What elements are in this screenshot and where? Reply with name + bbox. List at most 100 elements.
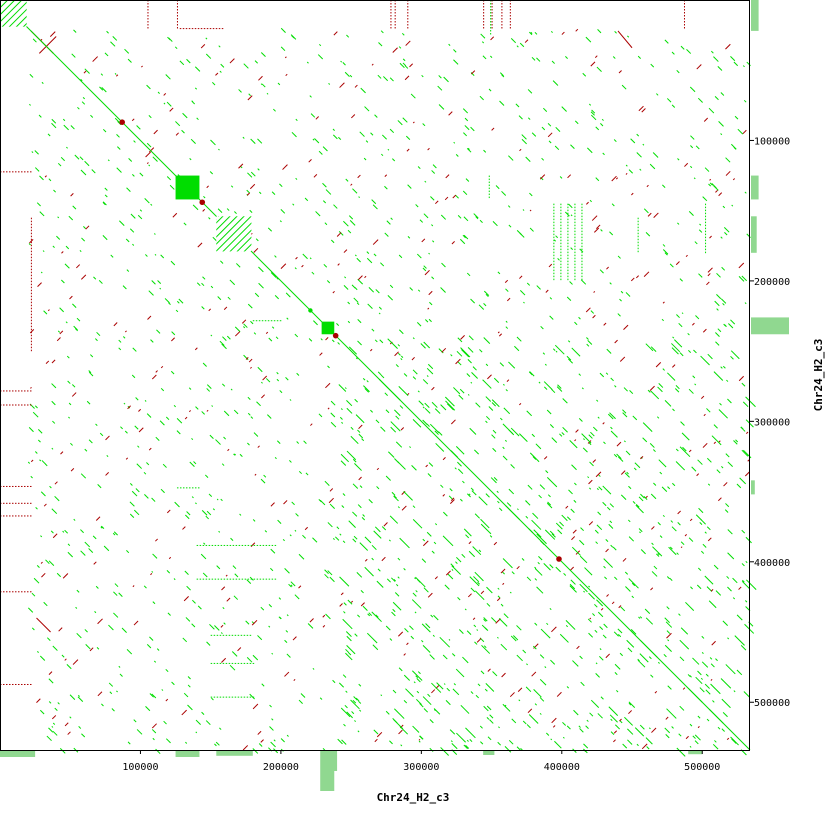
match-fragment-79 — [327, 522, 333, 528]
match-fragment-1098 — [628, 702, 632, 706]
match-fragment-1346 — [377, 568, 381, 572]
match-fragment-912 — [587, 476, 590, 479]
match-fragment-1053 — [295, 177, 298, 180]
horizontal-band-11-dot — [202, 578, 205, 580]
match-fragment-437 — [609, 231, 614, 236]
match-fragment-781 — [497, 500, 500, 504]
horizontal-band-3-dot — [18, 485, 20, 487]
vertical-band-14-dot — [567, 230, 569, 233]
match-fragment-772 — [211, 81, 216, 86]
horizontal-band-9-dot — [194, 28, 197, 30]
match-fragment-1252 — [113, 531, 118, 536]
match-fragment-2108 — [708, 600, 717, 609]
vertical-band-18-dot — [705, 236, 707, 239]
match-fragment-395 — [247, 396, 251, 400]
match-fragment-549 — [364, 106, 370, 112]
match-fragment-2043 — [528, 714, 539, 724]
match-fragment-108 — [125, 238, 130, 243]
horizontal-band-6-dot — [15, 591, 17, 593]
match-fragment-1455 — [280, 263, 287, 269]
match-fragment-2071 — [550, 738, 553, 741]
match-fragment-1849 — [491, 399, 500, 408]
match-fragment-111 — [468, 335, 474, 341]
match-fragment-2068 — [726, 575, 730, 579]
match-fragment-1399 — [559, 433, 563, 437]
match-fragment-222 — [443, 76, 449, 83]
match-fragment-1119 — [231, 651, 238, 657]
match-fragment-877 — [111, 708, 115, 712]
match-fragment-1901 — [426, 367, 434, 375]
match-fragment-999 — [286, 614, 289, 617]
match-fragment-458 — [136, 729, 143, 735]
match-fragment-1381 — [165, 416, 170, 421]
vertical-band-14-dot — [567, 275, 569, 278]
match-fragment-1341 — [644, 608, 651, 614]
vertical-band-16-dot — [581, 239, 583, 242]
match-fragment-1894 — [695, 676, 703, 685]
match-fragment-522 — [68, 416, 71, 419]
horizontal-band-10-dot — [223, 544, 226, 546]
match-fragment-2005 — [343, 602, 347, 606]
match-fragment-648 — [497, 595, 501, 599]
match-fragment-1330 — [597, 511, 602, 516]
match-fragment-1601 — [284, 56, 287, 59]
match-fragment-676 — [173, 578, 176, 581]
match-fragment-1385 — [602, 634, 607, 639]
match-fragment-187 — [233, 409, 239, 415]
match-fragment-1107 — [659, 471, 663, 475]
match-fragment-848 — [127, 58, 132, 63]
match-fragment-1872 — [667, 639, 670, 642]
match-fragment-1893 — [491, 617, 497, 623]
match-fragment-1347 — [700, 677, 703, 680]
match-fragment-2097 — [539, 678, 547, 686]
vertical-band-2-dot — [390, 18, 392, 20]
match-fragment-83 — [139, 209, 143, 212]
match-fragment-2006 — [536, 533, 547, 545]
match-fragment-1583 — [641, 743, 648, 750]
match-fragment-1339 — [239, 453, 243, 457]
match-fragment-1371 — [381, 153, 384, 157]
match-fragment-1534 — [689, 518, 693, 522]
match-fragment-1748 — [105, 435, 110, 441]
match-fragment-2133 — [668, 546, 677, 556]
match-fragment-258 — [71, 53, 76, 58]
match-fragment-1203 — [32, 38, 37, 43]
match-fragment-2046 — [503, 407, 511, 415]
match-fragment-580 — [104, 194, 108, 198]
match-fragment-835 — [454, 467, 457, 470]
match-fragment-1681 — [61, 251, 64, 254]
match-fragment-337 — [561, 106, 567, 112]
match-fragment-567 — [391, 491, 396, 496]
match-fragment-297 — [81, 733, 86, 738]
horizontal-band-14-dot — [216, 696, 219, 698]
match-fragment-1469 — [44, 175, 47, 178]
match-fragment-70 — [582, 447, 588, 453]
match-fragment-1773 — [450, 497, 455, 502]
match-fragment-1766 — [383, 522, 388, 527]
vertical-band-12-dot — [553, 248, 555, 251]
match-fragment-1196 — [176, 300, 180, 304]
match-fragment-1064 — [555, 235, 559, 239]
horizontal-band-10-dot — [226, 544, 229, 546]
match-fragment-1101 — [389, 638, 393, 641]
match-fragment-450 — [34, 167, 40, 172]
match-fragment-301 — [402, 117, 408, 123]
match-fragment-1988 — [588, 434, 593, 439]
match-fragment-150 — [124, 48, 130, 54]
match-fragment-1536 — [725, 170, 731, 176]
match-fragment-1251 — [570, 144, 575, 149]
match-fragment-351 — [49, 485, 52, 489]
match-fragment-294 — [218, 148, 220, 151]
match-fragment-2144 — [534, 568, 543, 576]
vertical-band-12-dot — [553, 263, 555, 266]
match-fragment-1703 — [680, 546, 683, 549]
match-fragment-241 — [358, 196, 360, 199]
match-fragment-1154 — [657, 522, 661, 526]
match-fragment-1972 — [746, 579, 757, 590]
match-fragment-2089 — [421, 623, 431, 633]
match-fragment-209 — [672, 336, 675, 339]
match-fragment-188 — [99, 432, 104, 437]
match-fragment-123 — [372, 644, 379, 651]
match-fragment-711 — [113, 612, 119, 618]
match-fragment-2171 — [713, 564, 719, 570]
